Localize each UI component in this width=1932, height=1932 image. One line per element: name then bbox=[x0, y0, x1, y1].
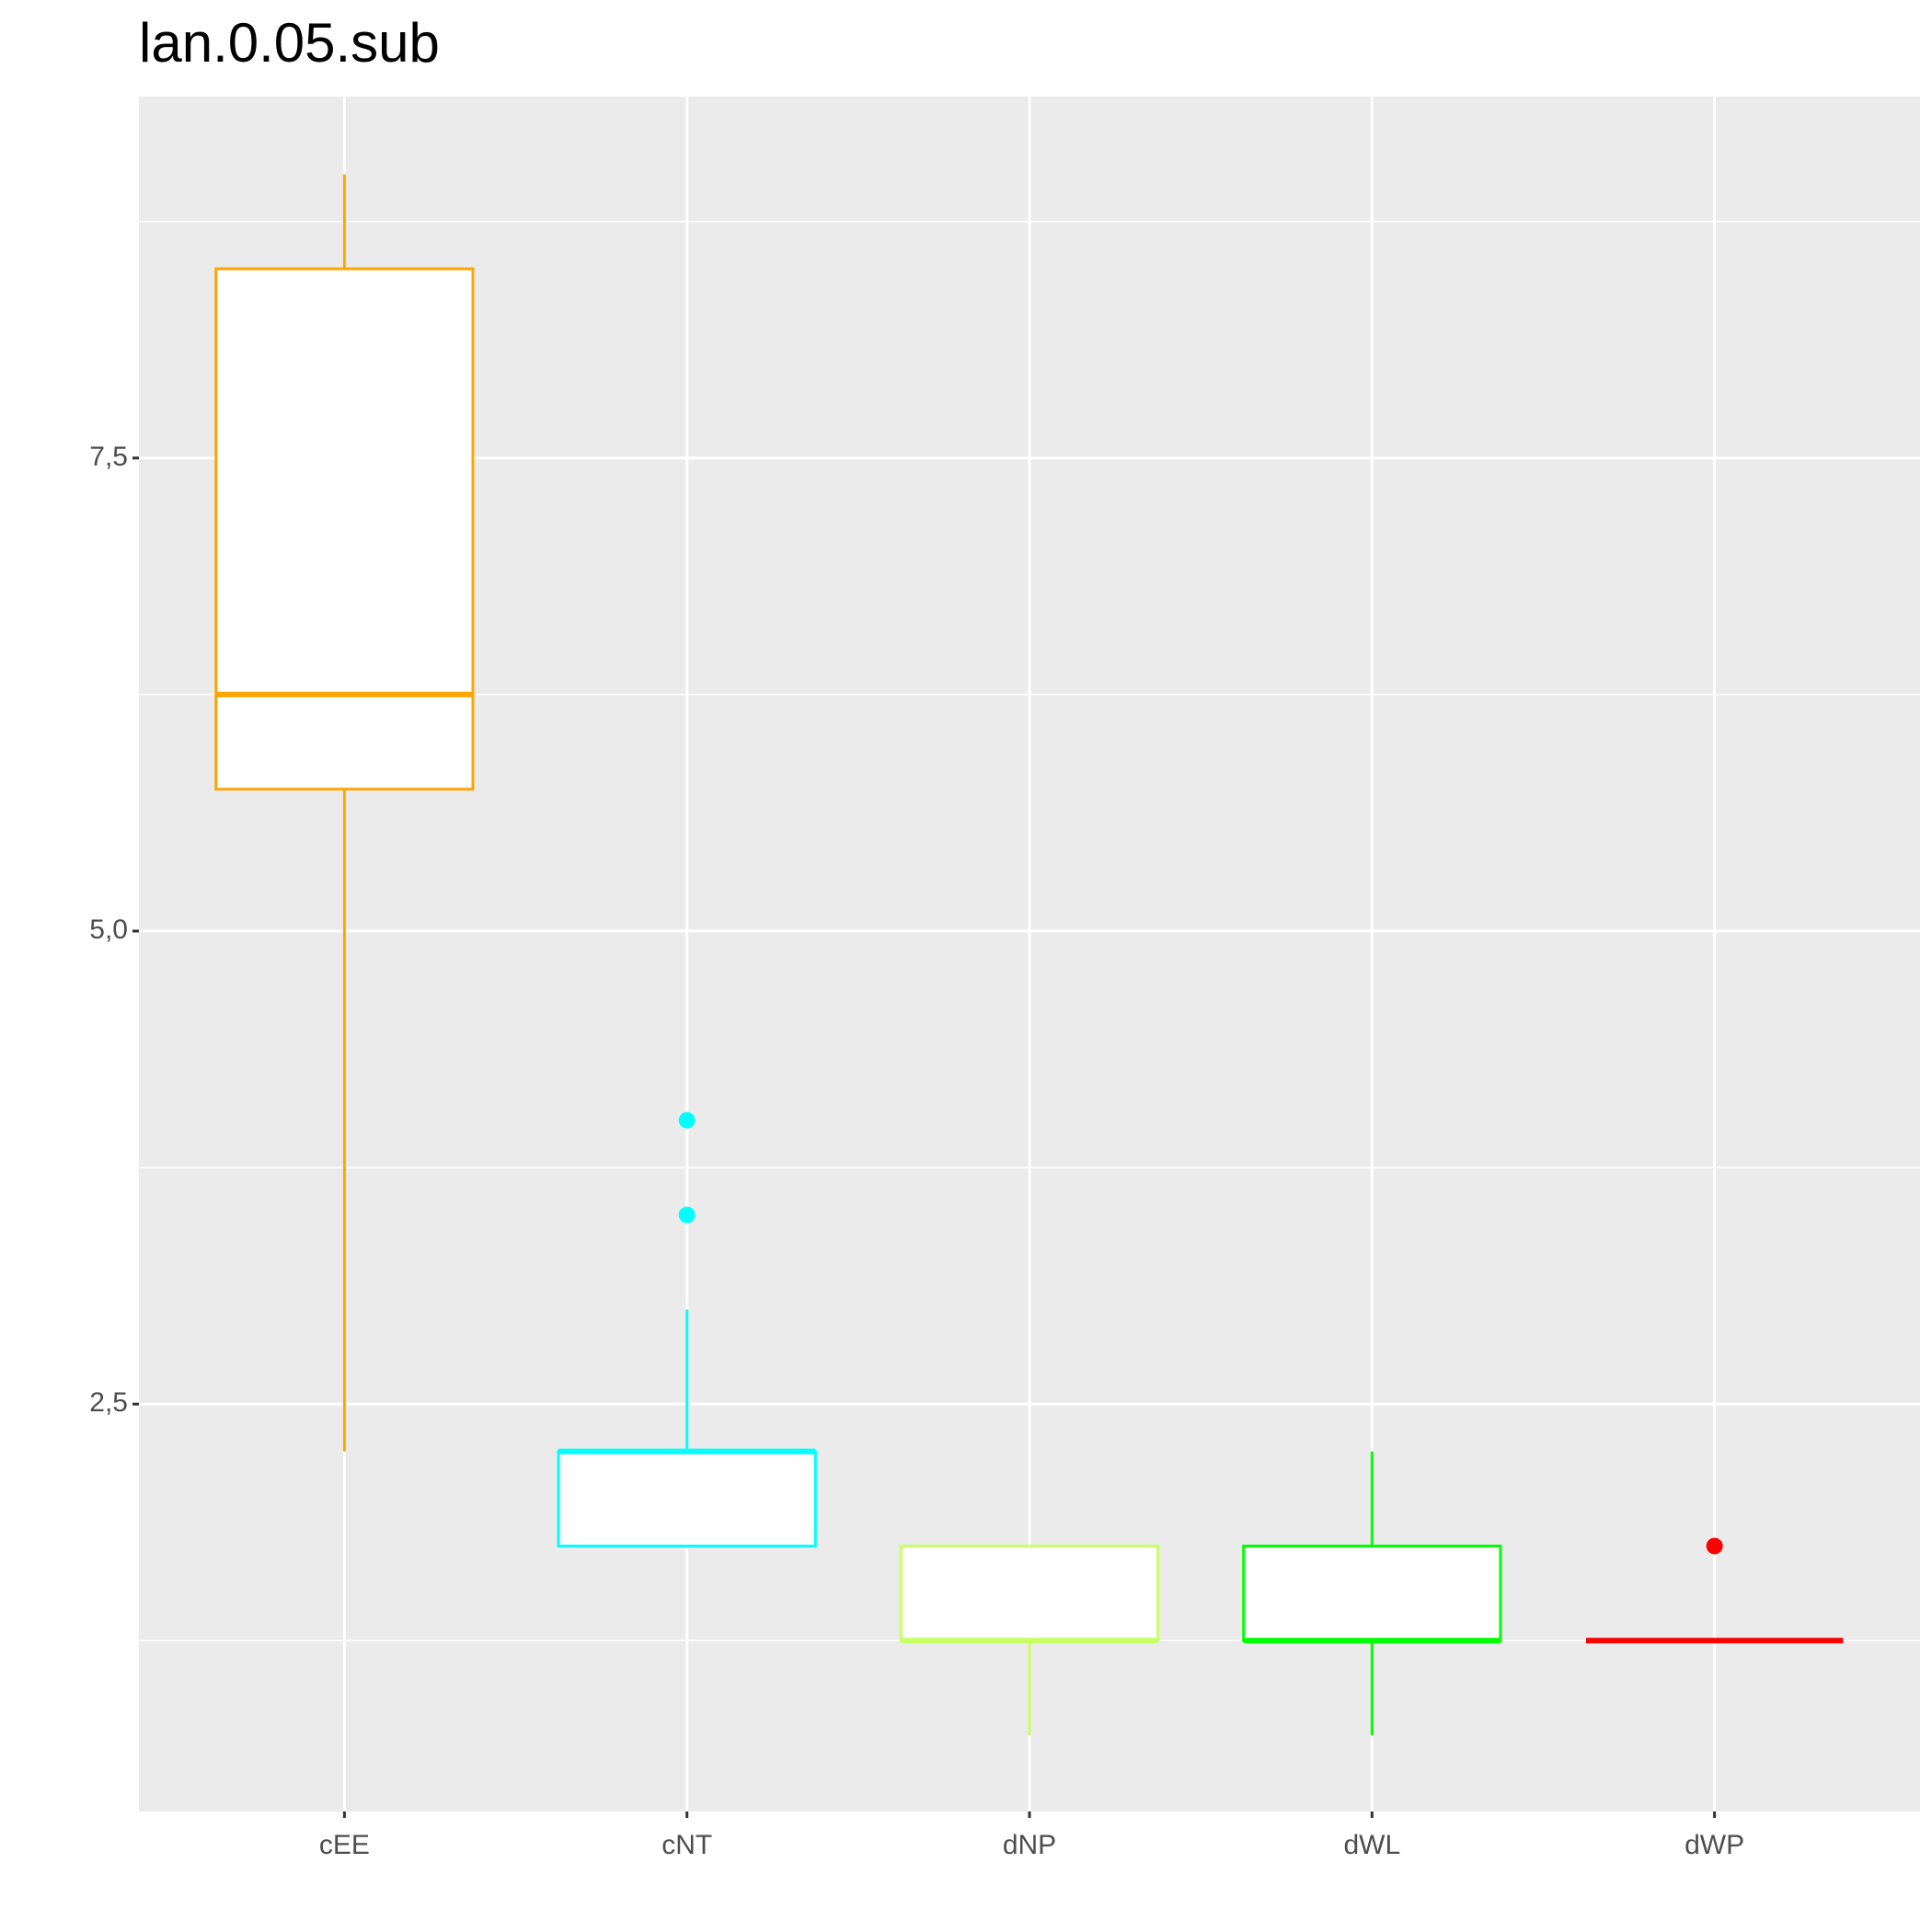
outlier bbox=[678, 1206, 696, 1224]
y-tick-label: 2,5 bbox=[89, 1387, 128, 1418]
x-tick-label: cNT bbox=[661, 1830, 712, 1860]
outlier bbox=[678, 1111, 696, 1129]
box bbox=[899, 1544, 1160, 1642]
x-tick-label: dWP bbox=[1685, 1830, 1744, 1860]
x-tick-label: dNP bbox=[1003, 1830, 1056, 1860]
outlier bbox=[1706, 1537, 1723, 1555]
box bbox=[214, 267, 475, 791]
y-tick-label: 7,5 bbox=[89, 442, 128, 472]
x-tick-label: cEE bbox=[319, 1830, 370, 1860]
y-tick-label: 5,0 bbox=[89, 914, 128, 945]
box bbox=[557, 1450, 817, 1547]
box bbox=[1242, 1544, 1502, 1642]
chart-title: lan.0.05.sub bbox=[139, 12, 440, 74]
x-tick-label: dWL bbox=[1343, 1830, 1400, 1860]
